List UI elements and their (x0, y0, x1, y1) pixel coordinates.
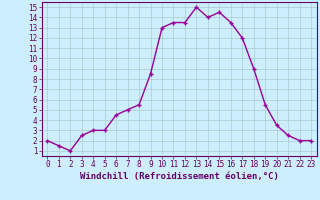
X-axis label: Windchill (Refroidissement éolien,°C): Windchill (Refroidissement éolien,°C) (80, 172, 279, 181)
